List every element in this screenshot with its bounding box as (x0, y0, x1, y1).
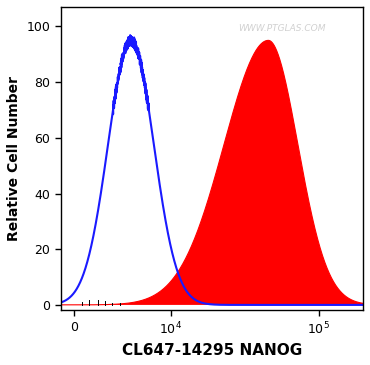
X-axis label: CL647-14295 NANOG: CL647-14295 NANOG (122, 343, 302, 358)
Text: WWW.PTGLAS.COM: WWW.PTGLAS.COM (238, 24, 325, 33)
Y-axis label: Relative Cell Number: Relative Cell Number (7, 76, 21, 241)
